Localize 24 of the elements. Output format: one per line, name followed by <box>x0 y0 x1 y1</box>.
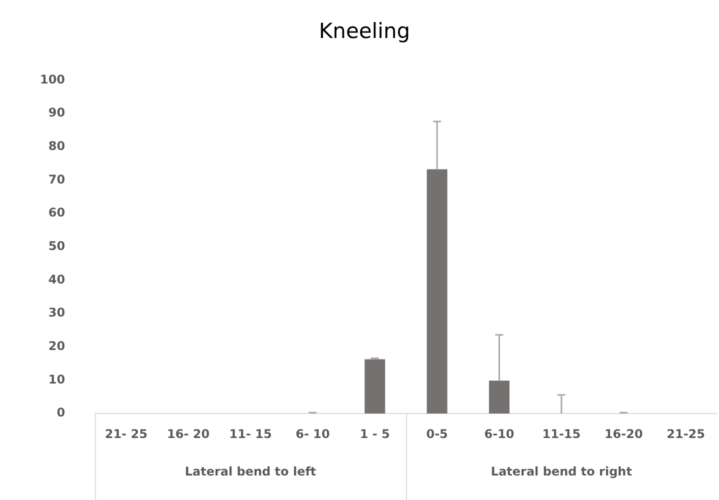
x-tick-label: 21-25 <box>666 426 706 441</box>
x-tick-label: 16-20 <box>604 426 643 441</box>
x-tick-label: 16- 20 <box>167 426 210 441</box>
text: Lateral bend to left <box>184 464 316 479</box>
y-tick-label: 70 <box>48 172 66 186</box>
x-tick-label: 21- 25 <box>104 426 148 441</box>
y-tick-label: 90 <box>48 106 66 120</box>
y-tick-label: 20 <box>48 339 66 354</box>
y-tick-label: 50 <box>48 239 66 254</box>
chart-title: Kneeling <box>318 19 410 44</box>
y-tick-label: 100 <box>40 72 66 86</box>
y-tick-label: 80 <box>48 139 66 154</box>
x-tick-label: 11-15 <box>542 426 581 441</box>
x-tick-label: 6-10 <box>484 426 514 441</box>
x-tick-label: 11- 15 <box>229 426 272 441</box>
y-tick-label: 40 <box>48 272 66 286</box>
text: Lateral bend to right <box>490 464 632 479</box>
y-tick-label: 60 <box>48 206 66 220</box>
x-tick-label: 6- 10 <box>296 426 330 441</box>
y-tick-label: 0 <box>56 406 66 420</box>
x-tick-label: 0-5 <box>426 426 448 441</box>
y-tick-label: 30 <box>48 306 66 320</box>
x-tick-label: 1 - 5 <box>360 426 390 441</box>
y-tick-label: 10 <box>48 372 66 386</box>
